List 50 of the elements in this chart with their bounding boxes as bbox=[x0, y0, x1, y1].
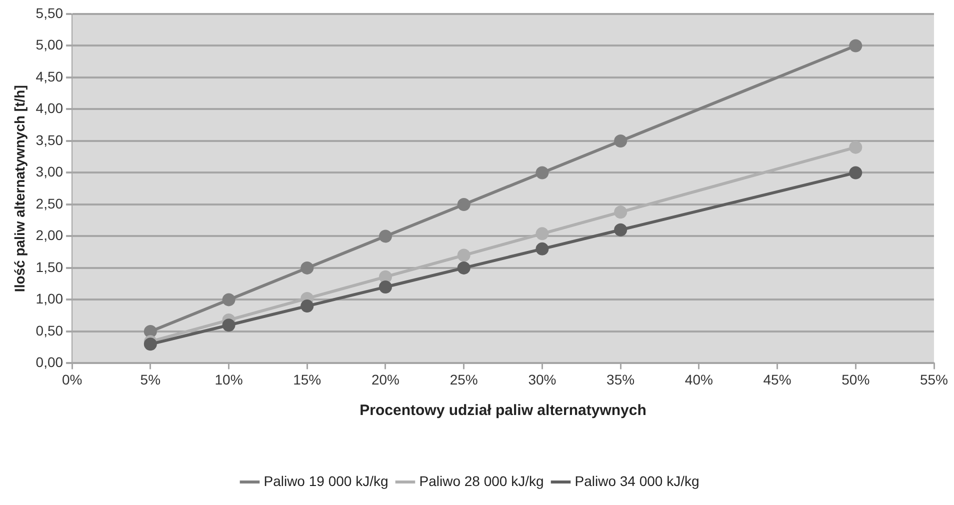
legend-label: Paliwo 34 000 kJ/kg bbox=[574, 472, 700, 489]
y-tick-label: 0,00 bbox=[36, 354, 64, 370]
point bbox=[378, 270, 392, 284]
x-tick-label: 50% bbox=[842, 371, 870, 388]
x-tick-label: 45% bbox=[763, 371, 792, 388]
point bbox=[222, 293, 236, 306]
x-axis-title: Procentowy udział paliw alternatywnych bbox=[360, 402, 646, 420]
y-tick-label: 5,50 bbox=[36, 4, 64, 21]
point bbox=[222, 318, 236, 332]
legend-label: Paliwo 19 000 kJ/kg bbox=[264, 472, 388, 489]
y-tick-label: 2,50 bbox=[36, 195, 64, 212]
point bbox=[457, 261, 470, 274]
y-tick-label: 3,00 bbox=[36, 164, 64, 180]
point bbox=[849, 140, 862, 154]
x-tick-label: 10% bbox=[214, 371, 243, 388]
y-tick-label: 2,00 bbox=[36, 227, 64, 244]
point bbox=[457, 198, 470, 211]
point bbox=[144, 324, 157, 338]
y-tick-label: 0,50 bbox=[36, 322, 64, 338]
y-tick-label: 4,00 bbox=[36, 100, 64, 116]
point bbox=[849, 166, 862, 180]
point bbox=[614, 134, 628, 148]
y-tick-label: 4,50 bbox=[36, 68, 64, 84]
y-tick-label: 1,50 bbox=[36, 258, 64, 275]
point bbox=[457, 248, 470, 262]
x-tick-label: 40% bbox=[684, 371, 713, 388]
point bbox=[536, 166, 549, 180]
x-tick-label: 35% bbox=[606, 371, 635, 388]
x-tick-label: 25% bbox=[450, 371, 478, 388]
x-tick-label: 15% bbox=[293, 371, 322, 388]
x-tick-label: 55% bbox=[920, 371, 948, 388]
x-tick-label: 0% bbox=[62, 371, 82, 388]
y-tick-label: 5,00 bbox=[36, 36, 64, 53]
point bbox=[378, 230, 392, 243]
x-tick-label: 20% bbox=[371, 371, 400, 388]
legend-label: Paliwo 28 000 kJ/kg bbox=[419, 472, 544, 489]
point bbox=[614, 223, 628, 236]
point bbox=[536, 227, 549, 240]
point bbox=[144, 338, 157, 351]
x-tick-label: 5% bbox=[140, 371, 161, 388]
point bbox=[614, 206, 628, 219]
y-axis-title: Ilość paliw alternatywnych [t/h] bbox=[11, 85, 28, 292]
y-tick-label: 1,00 bbox=[36, 290, 64, 307]
point bbox=[300, 261, 314, 274]
x-tick-label: 30% bbox=[528, 371, 556, 388]
point bbox=[378, 280, 392, 294]
point bbox=[300, 300, 314, 313]
point bbox=[849, 39, 862, 52]
point bbox=[536, 242, 549, 256]
y-tick-label: 3,50 bbox=[36, 132, 64, 148]
